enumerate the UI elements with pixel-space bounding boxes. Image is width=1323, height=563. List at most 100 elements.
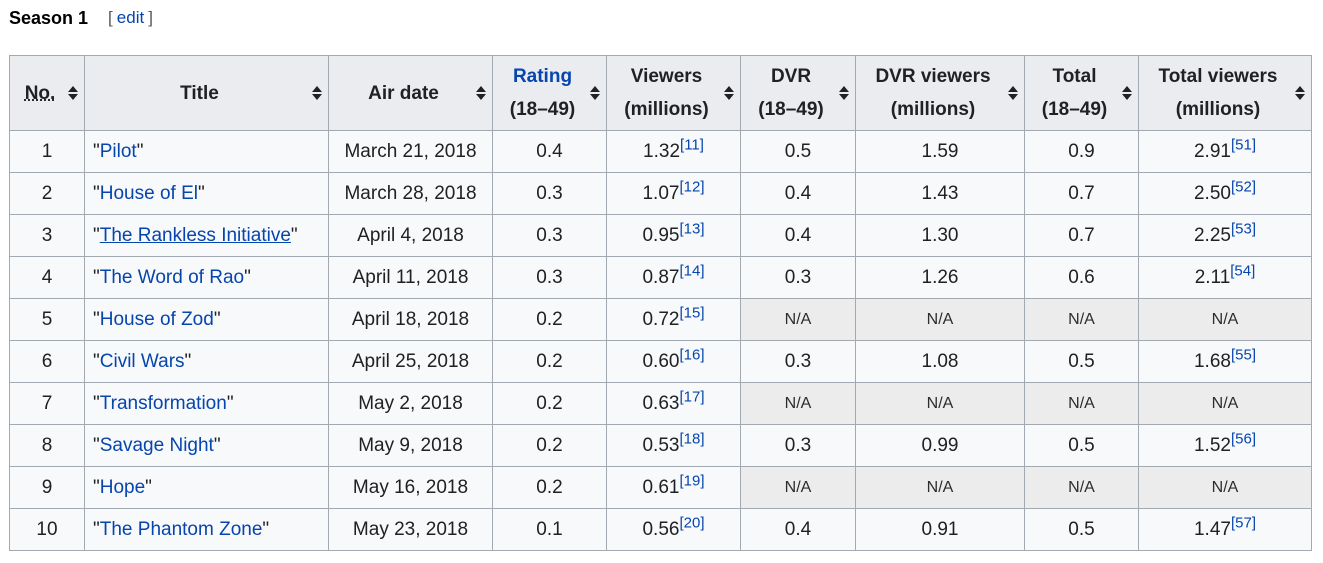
sort-icon[interactable] xyxy=(476,86,486,100)
section-title: Season 1 xyxy=(9,7,89,28)
viewers-citation-link[interactable]: [20] xyxy=(679,514,705,532)
header-viewers[interactable]: Viewers (millions) xyxy=(606,55,741,131)
header-viewers-label: Viewers xyxy=(630,66,703,87)
quote-open: " xyxy=(93,434,100,456)
quote-open: " xyxy=(93,392,100,414)
sort-icon[interactable] xyxy=(68,86,78,100)
total-viewers: 1.52[56] xyxy=(1138,424,1312,467)
episode-title-link[interactable]: House of El xyxy=(99,182,198,204)
viewers-citation-link[interactable]: [13] xyxy=(679,220,705,238)
total-viewers: 2.91[51] xyxy=(1138,130,1312,173)
episode-number: 5 xyxy=(9,298,85,341)
total-viewers-citation-link[interactable]: [57] xyxy=(1230,514,1256,532)
viewers-citation-link[interactable]: [19] xyxy=(679,472,705,490)
rating: 0.2 xyxy=(492,340,607,383)
episode-title-link[interactable]: House of Zod xyxy=(99,308,214,330)
sort-icon[interactable] xyxy=(1295,86,1305,100)
viewers-citation: [15] xyxy=(679,304,704,321)
table-row: 1 "Pilot" March 21, 2018 0.4 1.32[11] 0.… xyxy=(9,130,1312,173)
viewers-citation-link[interactable]: [12] xyxy=(679,178,705,196)
quote-open: " xyxy=(93,308,100,330)
total-viewers-citation-link[interactable]: [52] xyxy=(1230,178,1256,196)
table-row: 8 "Savage Night" May 9, 2018 0.2 0.53[18… xyxy=(9,424,1312,467)
air-date: May 2, 2018 xyxy=(328,382,493,425)
viewers-citation-link[interactable]: [16] xyxy=(679,346,705,364)
edit-link[interactable]: edit xyxy=(116,8,145,27)
edit-section: [edit] xyxy=(108,8,153,28)
viewers-value: 0.56 xyxy=(642,518,680,540)
total-viewers-citation-link[interactable]: [54] xyxy=(1230,262,1256,280)
total-viewers-citation-link[interactable]: [51] xyxy=(1230,136,1256,154)
episode-title: "The Phantom Zone" xyxy=(84,508,329,551)
quote-open: " xyxy=(93,140,100,162)
viewers-citation-link[interactable]: [11] xyxy=(680,136,704,154)
rating-link[interactable]: Rating xyxy=(512,66,573,87)
episode-title-link[interactable]: Civil Wars xyxy=(99,350,185,372)
header-rating[interactable]: Rating (18–49) xyxy=(492,55,607,131)
dvr-rating: N/A xyxy=(740,298,856,341)
sort-icon[interactable] xyxy=(1008,86,1018,100)
header-dvr[interactable]: DVR (18–49) xyxy=(740,55,856,131)
total-rating: 0.6 xyxy=(1024,256,1139,299)
header-no[interactable]: No. xyxy=(9,55,85,131)
episode-title-link[interactable]: The Rankless Initiative xyxy=(99,224,291,246)
viewers-value: 0.60 xyxy=(642,350,680,372)
header-title[interactable]: Title xyxy=(84,55,329,131)
header-dvr-viewers[interactable]: DVR viewers (millions) xyxy=(855,55,1025,131)
total-rating: 0.7 xyxy=(1024,172,1139,215)
sort-icon[interactable] xyxy=(1122,86,1132,100)
header-total-viewers-label: Total viewers xyxy=(1158,66,1278,87)
viewers-citation-link[interactable]: [14] xyxy=(679,262,705,280)
total-viewers-citation-link[interactable]: [55] xyxy=(1230,346,1256,364)
total-rating: 0.5 xyxy=(1024,340,1139,383)
total-viewers-value: 2.11 xyxy=(1194,266,1231,288)
table-row: 3 "The Rankless Initiative" April 4, 201… xyxy=(9,214,1312,257)
episode-title-link[interactable]: Hope xyxy=(99,476,146,498)
total-viewers-citation-link[interactable]: [56] xyxy=(1230,430,1256,448)
sort-icon[interactable] xyxy=(724,86,734,100)
viewers-citation: [19] xyxy=(679,472,704,489)
total-viewers: 2.25[53] xyxy=(1138,214,1312,257)
episode-title-link[interactable]: Transformation xyxy=(99,392,227,414)
sort-icon[interactable] xyxy=(590,86,600,100)
table-row: 9 "Hope" May 16, 2018 0.2 0.61[19] N/A N… xyxy=(9,466,1312,509)
header-air-date[interactable]: Air date xyxy=(328,55,493,131)
total-viewers-citation-link[interactable]: [53] xyxy=(1230,220,1256,238)
quote-close: " xyxy=(213,308,221,330)
header-no-label: No. xyxy=(24,82,56,104)
header-total-label: Total xyxy=(1052,66,1097,87)
header-rating-sub: (18–49) xyxy=(509,99,576,120)
viewers-citation-link[interactable]: [17] xyxy=(679,388,705,406)
viewers-citation-link[interactable]: [15] xyxy=(679,304,705,322)
total-viewers-value: N/A xyxy=(1211,394,1239,412)
total-viewers: 2.11[54] xyxy=(1138,256,1312,299)
table-row: 6 "Civil Wars" April 25, 2018 0.2 0.60[1… xyxy=(9,340,1312,383)
viewers: 0.53[18] xyxy=(606,424,741,467)
viewers-citation-link[interactable]: [18] xyxy=(679,430,705,448)
total-rating: 0.9 xyxy=(1024,130,1139,173)
episode-title-link[interactable]: Pilot xyxy=(99,140,137,162)
viewers: 1.32[11] xyxy=(606,130,741,173)
table-row: 4 "The Word of Rao" April 11, 2018 0.3 0… xyxy=(9,256,1312,299)
episode-title-link[interactable]: The Word of Rao xyxy=(99,266,245,288)
viewers: 0.72[15] xyxy=(606,298,741,341)
viewers: 0.61[19] xyxy=(606,466,741,509)
total-viewers: 2.50[52] xyxy=(1138,172,1312,215)
header-total-viewers[interactable]: Total viewers (millions) xyxy=(1138,55,1312,131)
dvr-rating: N/A xyxy=(740,466,856,509)
rating: 0.3 xyxy=(492,172,607,215)
air-date: April 25, 2018 xyxy=(328,340,493,383)
header-total[interactable]: Total (18–49) xyxy=(1024,55,1139,131)
dvr-viewers: 0.99 xyxy=(855,424,1025,467)
dvr-rating: 0.3 xyxy=(740,256,856,299)
total-rating: 0.5 xyxy=(1024,424,1139,467)
rating: 0.2 xyxy=(492,298,607,341)
sort-icon[interactable] xyxy=(312,86,322,100)
viewers-value: 0.95 xyxy=(642,224,680,246)
sort-icon[interactable] xyxy=(839,86,849,100)
episode-title-link[interactable]: Savage Night xyxy=(99,434,214,456)
quote-open: " xyxy=(93,476,100,498)
header-row: No. Title Air date Rating (18–49) Viewers… xyxy=(9,55,1312,131)
episode-title-link[interactable]: The Phantom Zone xyxy=(99,518,263,540)
quote-close: " xyxy=(213,434,221,456)
